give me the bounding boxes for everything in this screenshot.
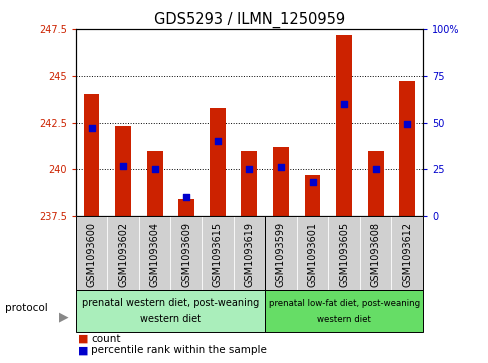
Point bbox=[150, 166, 158, 172]
Text: prenatal western diet, post-weaning: prenatal western diet, post-weaning bbox=[81, 298, 259, 308]
Text: GSM1093615: GSM1093615 bbox=[212, 222, 223, 287]
Point bbox=[245, 166, 253, 172]
Bar bbox=[241, 151, 257, 216]
Text: GSM1093600: GSM1093600 bbox=[86, 222, 96, 287]
Text: ■: ■ bbox=[78, 334, 88, 344]
Point bbox=[119, 163, 127, 168]
Text: GSM1093608: GSM1093608 bbox=[370, 222, 380, 287]
Bar bbox=[367, 151, 383, 216]
Text: GSM1093599: GSM1093599 bbox=[275, 222, 285, 287]
Point bbox=[277, 164, 285, 170]
Point bbox=[182, 195, 190, 200]
Bar bbox=[83, 94, 99, 216]
Text: western diet: western diet bbox=[140, 314, 201, 324]
Bar bbox=[178, 199, 194, 216]
Text: count: count bbox=[91, 334, 121, 344]
Text: ■: ■ bbox=[78, 345, 88, 355]
Bar bbox=[209, 107, 225, 216]
Text: GSM1093604: GSM1093604 bbox=[149, 222, 160, 287]
Point bbox=[340, 101, 347, 107]
Point bbox=[308, 179, 316, 185]
Text: GSM1093605: GSM1093605 bbox=[338, 222, 348, 287]
Bar bbox=[272, 147, 288, 216]
Text: ▶: ▶ bbox=[59, 310, 68, 323]
Text: western diet: western diet bbox=[317, 315, 370, 324]
Text: GSM1093602: GSM1093602 bbox=[118, 222, 128, 287]
Point bbox=[371, 166, 379, 172]
Bar bbox=[304, 175, 320, 216]
Text: GSM1093619: GSM1093619 bbox=[244, 222, 254, 287]
Point bbox=[403, 122, 410, 127]
Text: GSM1093609: GSM1093609 bbox=[181, 222, 191, 287]
Point bbox=[87, 125, 95, 131]
Title: GDS5293 / ILMN_1250959: GDS5293 / ILMN_1250959 bbox=[154, 12, 344, 28]
Text: GSM1093601: GSM1093601 bbox=[307, 222, 317, 287]
Bar bbox=[399, 81, 414, 216]
Text: prenatal low-fat diet, post-weaning: prenatal low-fat diet, post-weaning bbox=[268, 299, 419, 308]
Text: GSM1093612: GSM1093612 bbox=[402, 222, 411, 287]
Bar bbox=[146, 151, 162, 216]
Text: percentile rank within the sample: percentile rank within the sample bbox=[91, 345, 267, 355]
Text: protocol: protocol bbox=[5, 303, 47, 313]
Bar bbox=[336, 34, 351, 216]
Point bbox=[213, 138, 221, 144]
Bar bbox=[115, 126, 131, 216]
